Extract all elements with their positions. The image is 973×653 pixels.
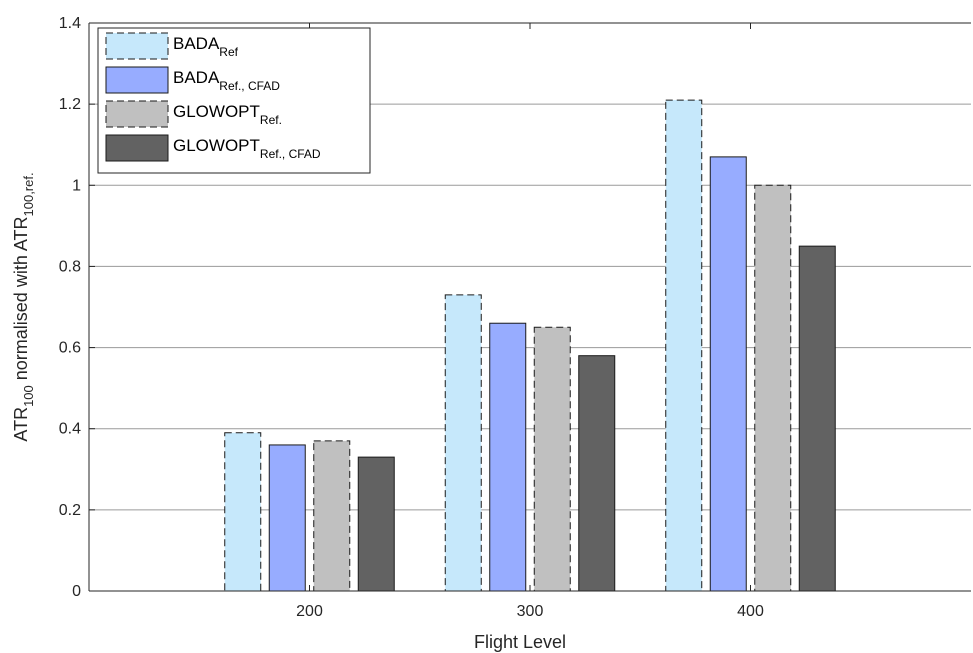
- y-tick-label: 1: [72, 177, 81, 194]
- legend-label-1: BADARef: [173, 34, 239, 59]
- legend-label-main: BADA: [173, 34, 220, 53]
- y-tick-label: 1.2: [59, 96, 81, 113]
- y-axis-title: ATR100 normalised with ATR100,ref.: [11, 172, 36, 441]
- y-tick-label: 1.4: [59, 15, 81, 32]
- axes: [88, 22, 971, 592]
- legend-swatch-4: [105, 134, 169, 162]
- legend-label-main: GLOWOPT: [173, 136, 260, 155]
- legend-label-3: GLOWOPTRef.: [173, 102, 282, 127]
- legend-label-4: GLOWOPTRef., CFAD: [173, 136, 321, 161]
- x-axis-title: Flight Level: [474, 632, 566, 652]
- bar-series-3-300: [533, 326, 571, 592]
- y-axis-title-part1: ATR: [11, 407, 31, 442]
- legend-label-sub: Ref., CFAD: [260, 147, 321, 161]
- x-tick-labels: 200 300 400: [296, 603, 764, 620]
- bar-series-2-300: [489, 322, 527, 592]
- bar-series-1-400: [665, 99, 703, 592]
- y-tick-label: 0.6: [59, 340, 81, 357]
- legend-swatch-1: [105, 32, 169, 60]
- legend-label-sub: Ref: [219, 45, 238, 59]
- y-tick-label: 0: [72, 583, 81, 600]
- bar-series-4-200: [357, 456, 395, 592]
- bar-series-2-200: [268, 444, 306, 592]
- legend-swatch-3: [105, 100, 169, 128]
- legend-label-2: BADARef., CFAD: [173, 68, 280, 93]
- bar-series-4-300: [578, 355, 616, 592]
- bar-series-3-400: [754, 184, 792, 592]
- y-axis-title-part2: normalised with ATR: [11, 216, 31, 385]
- legend-label-main: GLOWOPT: [173, 102, 260, 121]
- y-tick-labels: 0 0.2 0.4 0.6 0.8 1 1.2 1.4: [59, 15, 81, 600]
- x-tick-label: 200: [296, 603, 323, 620]
- legend-label-sub: Ref.: [260, 113, 282, 127]
- bar-series-1-300: [444, 294, 482, 592]
- y-axis-title-sub1: 100: [21, 385, 36, 407]
- y-axis-title-sub2: 100,ref.: [21, 172, 36, 216]
- bar-series-4-400: [798, 245, 836, 592]
- y-tick-label: 0.4: [59, 421, 81, 438]
- legend-label-main: BADA: [173, 68, 220, 87]
- x-tick-label: 400: [737, 603, 764, 620]
- y-tick-label: 0.8: [59, 258, 81, 275]
- bar-series-2-400: [709, 156, 747, 592]
- bar-series-3-200: [313, 440, 351, 592]
- bar-series-1-200: [224, 432, 262, 592]
- x-tick-label: 300: [517, 603, 544, 620]
- y-tick-label: 0.2: [59, 502, 81, 519]
- bars: [224, 99, 836, 592]
- legend-label-sub: Ref., CFAD: [219, 79, 280, 93]
- legend-swatch-2: [105, 66, 169, 94]
